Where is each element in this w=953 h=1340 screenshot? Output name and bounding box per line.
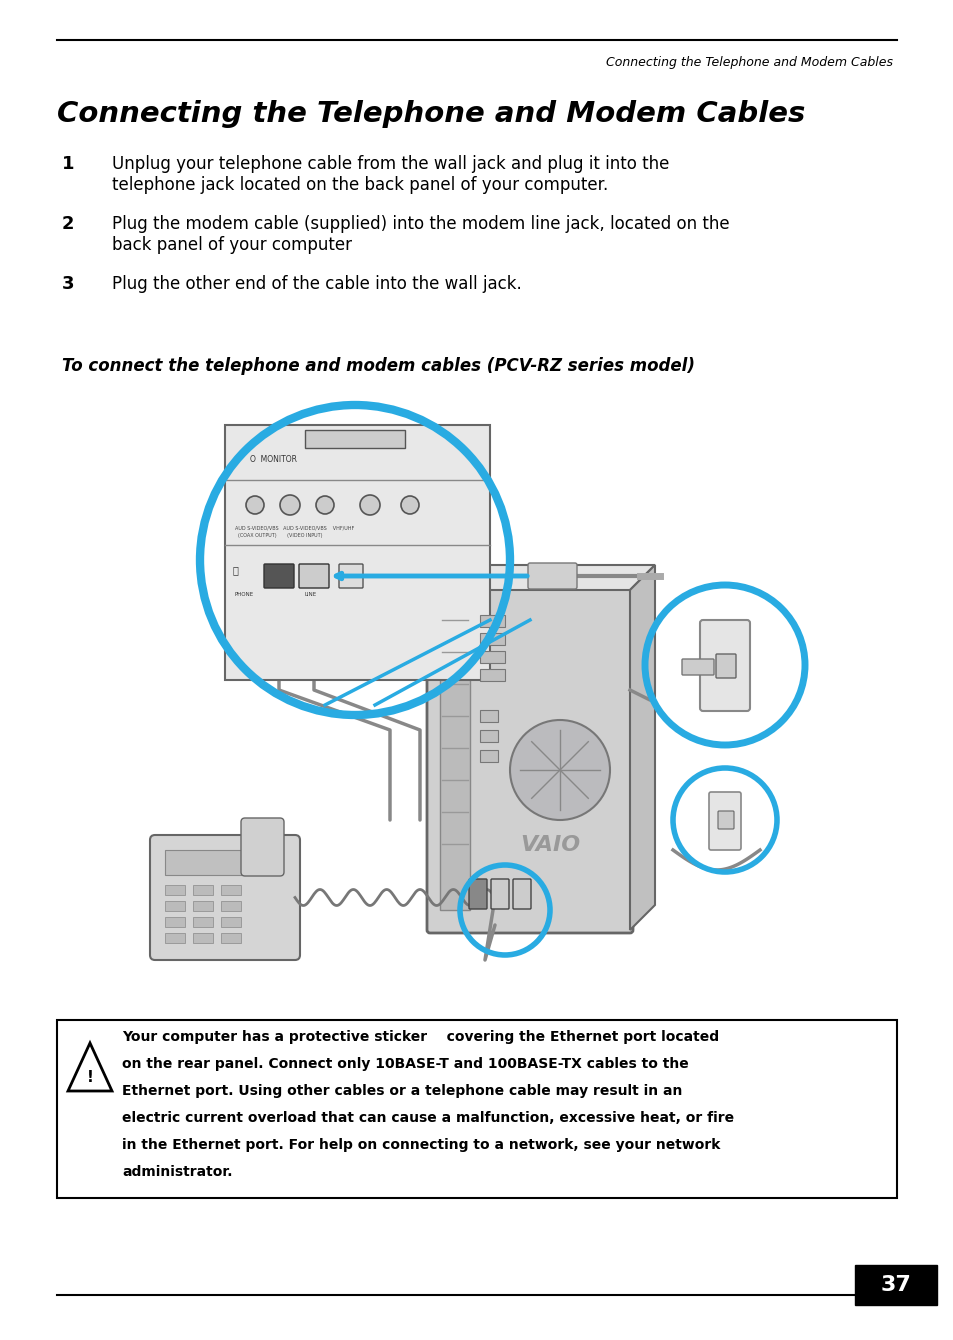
Text: Plug the other end of the cable into the wall jack.: Plug the other end of the cable into the… — [112, 275, 521, 293]
Polygon shape — [629, 565, 655, 930]
Text: AUD S-VIDEO/VBS   AUD S-VIDEO/VBS    VHF/UHF: AUD S-VIDEO/VBS AUD S-VIDEO/VBS VHF/UHF — [234, 525, 354, 531]
Text: PHONE: PHONE — [234, 592, 253, 598]
Bar — [165, 933, 185, 943]
Bar — [305, 430, 405, 448]
Bar — [479, 730, 497, 742]
Bar — [221, 917, 241, 927]
Text: 3: 3 — [62, 275, 74, 293]
Text: administrator.: administrator. — [122, 1164, 233, 1179]
Bar — [479, 669, 504, 681]
FancyBboxPatch shape — [681, 659, 713, 675]
Bar — [225, 425, 490, 679]
Text: in the Ethernet port. For help on connecting to a network, see your network: in the Ethernet port. For help on connec… — [122, 1138, 720, 1152]
Text: VAIO: VAIO — [519, 835, 579, 855]
Circle shape — [400, 496, 418, 515]
Text: on the rear panel. Connect only 10BASE-T and 100BASE-TX cables to the: on the rear panel. Connect only 10BASE-T… — [122, 1057, 688, 1071]
Bar — [221, 884, 241, 895]
Text: Your computer has a protective sticker    covering the Ethernet port located: Your computer has a protective sticker c… — [122, 1030, 719, 1044]
Text: !: ! — [87, 1069, 93, 1084]
FancyBboxPatch shape — [338, 564, 363, 588]
Bar — [165, 900, 185, 911]
Text: 📞: 📞 — [233, 565, 238, 575]
Text: Connecting the Telephone and Modem Cables: Connecting the Telephone and Modem Cable… — [605, 56, 892, 68]
Bar — [193, 900, 213, 911]
Circle shape — [359, 494, 379, 515]
Bar — [854, 1265, 936, 1305]
Text: 2: 2 — [62, 214, 74, 233]
Text: Plug the modem cable (supplied) into the modem line jack, located on the: Plug the modem cable (supplied) into the… — [112, 214, 729, 233]
Text: 37: 37 — [880, 1274, 910, 1294]
FancyBboxPatch shape — [150, 835, 299, 959]
FancyBboxPatch shape — [469, 879, 486, 909]
FancyBboxPatch shape — [298, 564, 329, 588]
Text: To connect the telephone and modem cables (PCV-RZ series model): To connect the telephone and modem cable… — [62, 356, 695, 375]
Text: telephone jack located on the back panel of your computer.: telephone jack located on the back panel… — [112, 176, 608, 194]
FancyBboxPatch shape — [491, 879, 509, 909]
Text: O  MONITOR: O MONITOR — [250, 456, 296, 464]
Text: Connecting the Telephone and Modem Cables: Connecting the Telephone and Modem Cable… — [57, 100, 804, 129]
Polygon shape — [68, 1043, 112, 1091]
Bar — [165, 917, 185, 927]
Bar — [479, 750, 497, 762]
Bar — [57, 1020, 896, 1198]
Bar — [165, 850, 245, 875]
FancyBboxPatch shape — [427, 587, 633, 933]
FancyBboxPatch shape — [716, 654, 735, 678]
Text: 1: 1 — [62, 155, 74, 173]
Bar — [193, 933, 213, 943]
Circle shape — [315, 496, 334, 515]
Circle shape — [280, 494, 299, 515]
Text: Unplug your telephone cable from the wall jack and plug it into the: Unplug your telephone cable from the wal… — [112, 155, 669, 173]
Bar — [221, 933, 241, 943]
Text: LINE: LINE — [305, 592, 316, 598]
Bar — [479, 710, 497, 722]
Text: electric current overload that can cause a malfunction, excessive heat, or fire: electric current overload that can cause… — [122, 1111, 734, 1126]
Bar — [193, 917, 213, 927]
Bar — [439, 610, 470, 910]
Text: (COAX OUTPUT)       (VIDEO INPUT): (COAX OUTPUT) (VIDEO INPUT) — [234, 533, 322, 537]
FancyBboxPatch shape — [264, 564, 294, 588]
Bar — [193, 884, 213, 895]
FancyBboxPatch shape — [527, 563, 577, 590]
FancyBboxPatch shape — [700, 620, 749, 712]
FancyBboxPatch shape — [513, 879, 531, 909]
Polygon shape — [430, 565, 655, 590]
FancyBboxPatch shape — [708, 792, 740, 850]
FancyBboxPatch shape — [718, 811, 733, 829]
Bar — [479, 632, 504, 645]
Bar — [165, 884, 185, 895]
Bar — [479, 615, 504, 627]
Bar — [221, 900, 241, 911]
Circle shape — [510, 720, 609, 820]
Circle shape — [246, 496, 264, 515]
Bar — [479, 651, 504, 663]
Text: Ethernet port. Using other cables or a telephone cable may result in an: Ethernet port. Using other cables or a t… — [122, 1084, 681, 1097]
FancyBboxPatch shape — [241, 817, 284, 876]
Text: back panel of your computer: back panel of your computer — [112, 236, 352, 255]
